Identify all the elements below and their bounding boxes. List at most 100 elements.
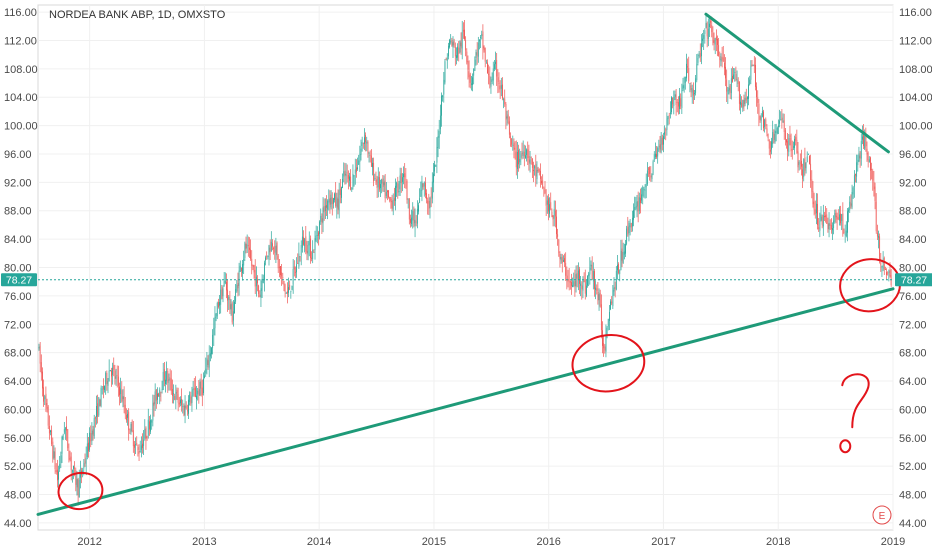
- candle-body: [207, 360, 209, 365]
- candle-body: [406, 180, 408, 200]
- candle-body: [679, 95, 680, 109]
- candle-body: [689, 83, 691, 84]
- candle-body: [803, 159, 805, 178]
- left-price-badge: 78.27: [1, 273, 37, 287]
- candle-body: [737, 80, 739, 85]
- y-tick-label-right: 96.00: [899, 149, 927, 161]
- candle-body: [291, 285, 293, 290]
- candle-body: [587, 275, 588, 286]
- y-tick-label-left: 60.00: [4, 404, 32, 416]
- candle-body: [360, 148, 362, 155]
- candle-body: [430, 196, 432, 198]
- candle-body: [124, 404, 126, 415]
- candle-body: [780, 119, 782, 121]
- candle-body: [747, 96, 748, 100]
- candle-body: [152, 402, 154, 421]
- candle-body: [844, 234, 846, 236]
- candle-body: [694, 92, 695, 94]
- candle-body: [888, 271, 890, 273]
- candle-body: [483, 46, 485, 51]
- candle-body: [305, 236, 307, 252]
- candle-body: [131, 421, 133, 431]
- candle-body: [534, 166, 536, 169]
- candle-body: [244, 243, 246, 258]
- candle-body: [200, 380, 202, 389]
- candle-body: [288, 287, 289, 293]
- candle-body: [267, 255, 269, 257]
- candle-body: [724, 62, 725, 69]
- candle-body: [209, 353, 211, 357]
- earnings-event-marker[interactable]: E: [872, 505, 892, 525]
- candle-body: [545, 194, 547, 206]
- candle-body: [580, 283, 582, 286]
- candle-body: [835, 210, 837, 218]
- candle-body: [847, 211, 848, 233]
- candle-body: [881, 265, 883, 268]
- candle-body: [140, 445, 142, 450]
- candle-body: [189, 394, 191, 403]
- candle-body: [93, 418, 95, 437]
- candle-body: [135, 444, 136, 446]
- y-tick-label-left: 104.00: [4, 92, 38, 104]
- candle-body: [175, 391, 177, 400]
- candle-body: [507, 114, 509, 124]
- candle-body: [387, 190, 388, 193]
- candle-body: [427, 200, 429, 204]
- candle-body: [395, 185, 396, 201]
- candle-body: [590, 264, 592, 267]
- candle-body: [717, 39, 718, 45]
- candle-body: [885, 269, 886, 270]
- candle-body: [350, 176, 352, 190]
- candle-body: [333, 198, 334, 204]
- candle-body: [153, 401, 155, 406]
- candle-body: [399, 175, 401, 190]
- candle-body: [697, 57, 699, 63]
- candle-body: [684, 76, 686, 83]
- candle-body: [216, 302, 218, 317]
- candle-body: [810, 163, 812, 181]
- candle-body: [220, 289, 222, 305]
- candle-body: [53, 451, 55, 458]
- candle-body: [820, 214, 822, 221]
- candle-body: [633, 210, 634, 220]
- candle-body: [380, 184, 381, 189]
- candle-body: [544, 189, 546, 194]
- candle-body: [497, 77, 499, 82]
- candle-body: [523, 151, 525, 157]
- candle-body: [128, 411, 130, 431]
- candle-body: [419, 198, 421, 203]
- candle-body: [112, 367, 113, 375]
- candle-body: [875, 201, 877, 232]
- candle-body: [132, 430, 134, 447]
- candle-body: [573, 281, 575, 287]
- candle-body: [848, 209, 849, 212]
- candle-body: [783, 120, 785, 133]
- candle-body: [554, 210, 556, 217]
- candle-body: [779, 120, 780, 124]
- candle-body: [797, 151, 799, 168]
- candle-body: [829, 223, 831, 226]
- candle-body: [887, 272, 889, 274]
- candle-body: [414, 219, 416, 226]
- candle-body: [293, 266, 295, 270]
- y-tick-label-left: 72.00: [4, 319, 32, 331]
- y-tick-label-left: 112.00: [4, 35, 37, 47]
- candle-body: [351, 187, 353, 190]
- candle-body: [855, 174, 856, 176]
- candle-body: [104, 386, 105, 391]
- candle-body: [729, 85, 731, 93]
- candle-body: [851, 192, 853, 208]
- candle-body: [632, 217, 633, 227]
- candle-body: [253, 265, 255, 273]
- candle-body: [144, 428, 146, 439]
- candle-body: [376, 178, 378, 188]
- candle-body: [192, 388, 194, 396]
- candle-body: [801, 160, 802, 167]
- candle-body: [297, 263, 299, 264]
- candle-body: [90, 433, 92, 442]
- annotation-circle: [571, 334, 646, 393]
- candle-body: [312, 249, 314, 260]
- candle-body: [728, 87, 730, 91]
- candle-body: [413, 208, 415, 224]
- candle-body: [839, 214, 840, 221]
